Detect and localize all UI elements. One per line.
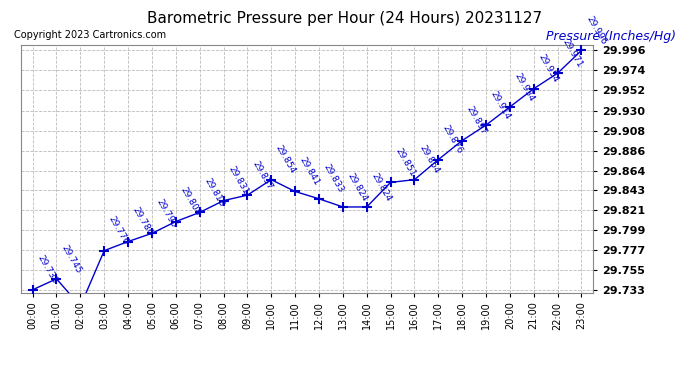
Text: 29.954: 29.954 — [537, 53, 560, 84]
Text: 29.795: 29.795 — [155, 197, 178, 229]
Text: 29.854: 29.854 — [417, 144, 441, 176]
Text: 29.833: 29.833 — [322, 163, 345, 195]
Text: 29.971: 29.971 — [560, 37, 584, 69]
Text: 29.818: 29.818 — [202, 177, 226, 208]
Text: 29.876: 29.876 — [441, 124, 464, 156]
Text: 29.854: 29.854 — [274, 144, 297, 176]
Text: Copyright 2023 Cartronics.com: Copyright 2023 Cartronics.com — [14, 30, 166, 40]
Text: 29.831: 29.831 — [226, 165, 250, 196]
Text: 29.786: 29.786 — [131, 206, 155, 237]
Text: 29.934: 29.934 — [513, 71, 536, 103]
Text: 29.745: 29.745 — [59, 243, 83, 274]
Text: 29.914: 29.914 — [489, 89, 512, 121]
Text: 29.996: 29.996 — [584, 15, 608, 46]
Text: 29.808: 29.808 — [179, 186, 202, 218]
Text: 29.897: 29.897 — [465, 105, 489, 136]
Text: 29.776: 29.776 — [107, 215, 130, 246]
Text: 29.733: 29.733 — [35, 254, 59, 286]
Text: Barometric Pressure per Hour (24 Hours) 20231127: Barometric Pressure per Hour (24 Hours) … — [148, 11, 542, 26]
Text: 29.851: 29.851 — [393, 147, 417, 178]
Text: 29.837: 29.837 — [250, 159, 274, 191]
Text: 29.715: 29.715 — [0, 374, 1, 375]
Text: 29.824: 29.824 — [369, 171, 393, 203]
Text: 29.824: 29.824 — [346, 171, 369, 203]
Text: Pressure (Inches/Hg): Pressure (Inches/Hg) — [546, 30, 676, 43]
Text: 29.841: 29.841 — [298, 156, 322, 188]
